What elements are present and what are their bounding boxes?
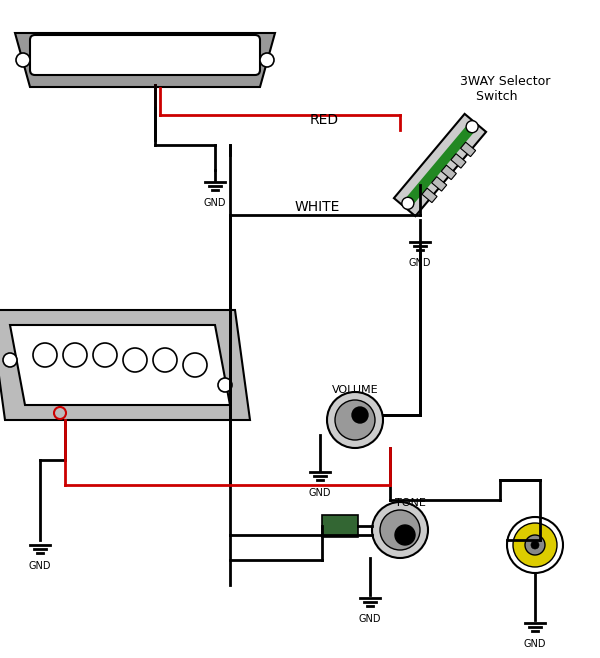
Circle shape — [123, 348, 147, 372]
Text: GND: GND — [409, 258, 431, 268]
Text: GND: GND — [29, 561, 51, 571]
Circle shape — [395, 525, 415, 545]
Text: WHITE: WHITE — [295, 200, 340, 214]
Circle shape — [153, 348, 177, 372]
Text: GND: GND — [309, 488, 331, 498]
Text: RED: RED — [310, 113, 339, 127]
Circle shape — [183, 353, 207, 377]
FancyBboxPatch shape — [322, 515, 358, 537]
Polygon shape — [431, 176, 447, 191]
Circle shape — [3, 353, 17, 367]
Circle shape — [525, 535, 545, 555]
Circle shape — [466, 120, 478, 133]
Text: GND: GND — [204, 198, 226, 208]
Polygon shape — [394, 114, 486, 216]
Polygon shape — [422, 188, 437, 203]
Circle shape — [507, 517, 563, 573]
Polygon shape — [441, 165, 457, 180]
Circle shape — [372, 502, 428, 558]
Text: GND: GND — [524, 639, 546, 649]
Circle shape — [93, 343, 117, 367]
Circle shape — [16, 53, 30, 67]
Circle shape — [352, 407, 368, 423]
Circle shape — [33, 343, 57, 367]
Polygon shape — [15, 33, 275, 87]
FancyBboxPatch shape — [30, 35, 260, 75]
Polygon shape — [461, 142, 476, 157]
Polygon shape — [451, 154, 466, 168]
Text: 3WAY Selector
    Switch: 3WAY Selector Switch — [460, 75, 550, 103]
Text: VOLUME: VOLUME — [332, 385, 379, 395]
Circle shape — [402, 197, 414, 209]
Circle shape — [513, 523, 557, 567]
Circle shape — [260, 53, 274, 67]
Text: GND: GND — [359, 614, 381, 624]
Circle shape — [218, 378, 232, 392]
Polygon shape — [0, 310, 250, 420]
Polygon shape — [10, 325, 230, 405]
Circle shape — [335, 400, 375, 440]
Circle shape — [380, 510, 420, 550]
Text: TONE: TONE — [395, 498, 425, 508]
Circle shape — [327, 392, 383, 448]
Circle shape — [63, 343, 87, 367]
Circle shape — [531, 541, 539, 549]
Polygon shape — [404, 124, 476, 207]
